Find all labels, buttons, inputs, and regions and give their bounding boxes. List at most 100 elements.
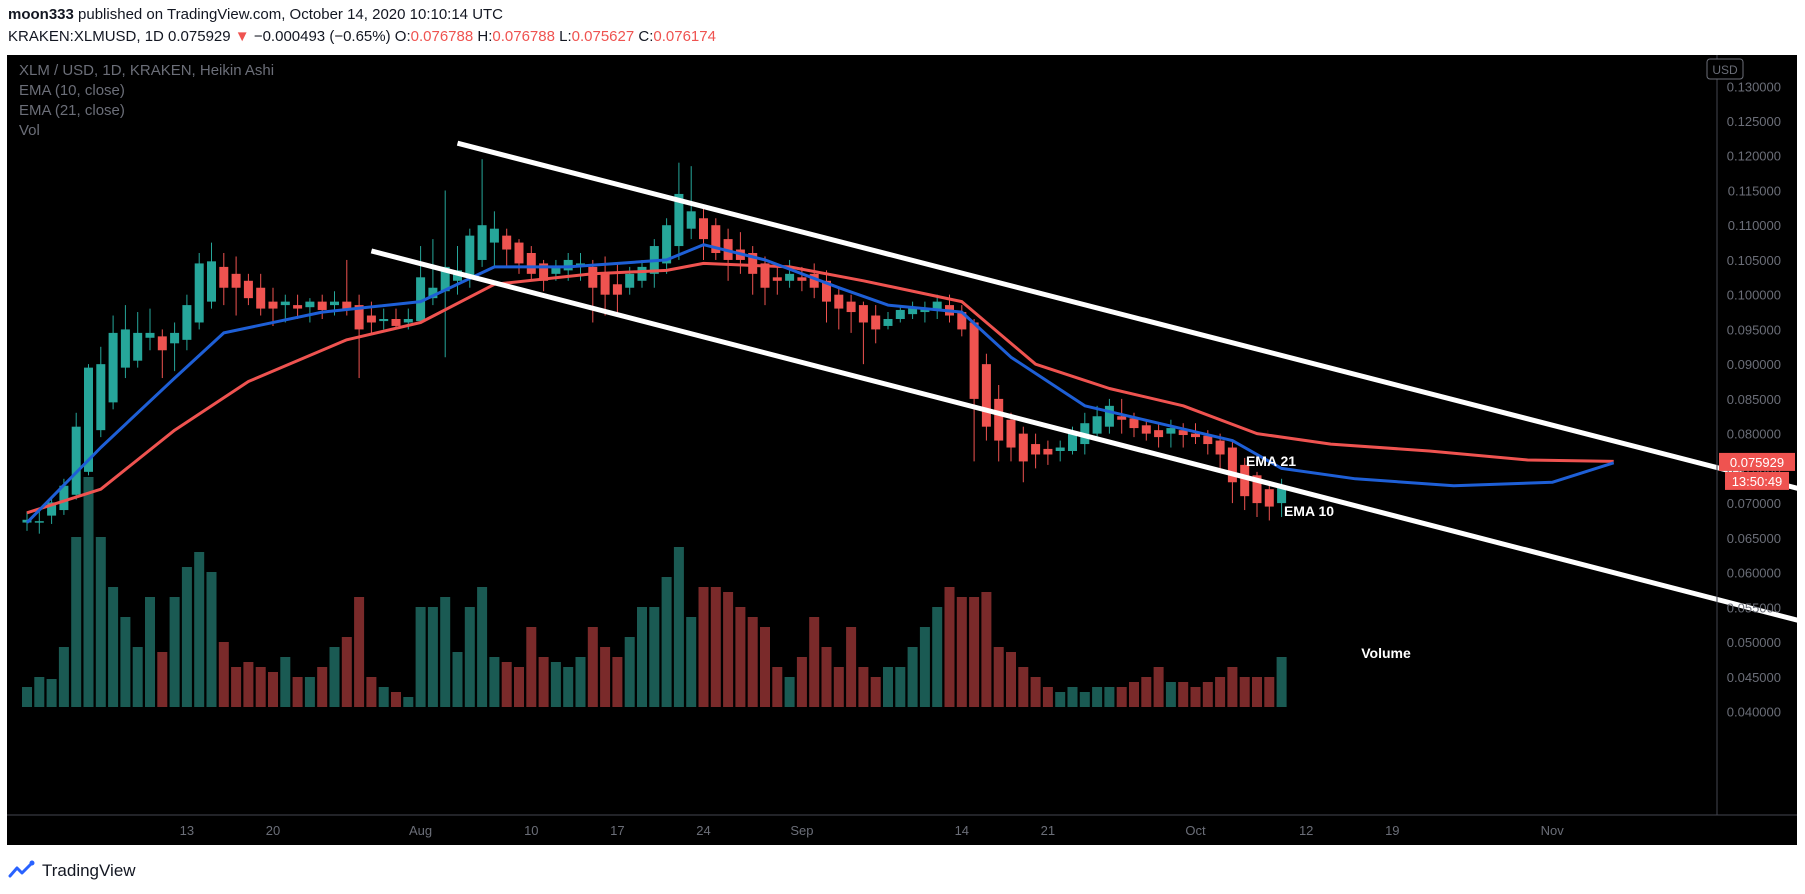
volume-bar — [796, 657, 807, 707]
volume-bar — [526, 627, 537, 707]
volume-bar — [71, 537, 82, 707]
candle-body — [489, 228, 499, 243]
candle-body — [1240, 464, 1250, 497]
candle-body — [1092, 416, 1102, 434]
volume-annotation[interactable]: Volume — [1361, 645, 1411, 661]
candle-body — [440, 266, 450, 292]
candle-body — [772, 277, 782, 281]
price-chart[interactable]: 0.130000 0.125000 0.120000 0.115000 0.110000… — [7, 55, 1805, 845]
candle-body — [1117, 416, 1127, 420]
time-scale[interactable]: 13 20 Aug 10 17 24 Sep 14 21 Oct 12 19 Nov — [180, 823, 1565, 838]
volume-bar — [1227, 667, 1238, 707]
candle-body — [207, 261, 216, 302]
candle-body — [994, 398, 1004, 441]
volume-bar — [993, 647, 1004, 707]
ema21-annotation[interactable]: EMA 21 — [1246, 453, 1296, 469]
volume-bar — [698, 587, 709, 707]
time-tick-label: 12 — [1299, 823, 1313, 838]
candle-body — [785, 273, 795, 281]
candle-body — [133, 332, 143, 361]
close-label: C: — [638, 28, 654, 45]
candle-body — [514, 242, 524, 264]
legend-ema10[interactable]: EMA (10, close) — [19, 82, 125, 99]
volume-bar — [489, 657, 500, 707]
candle-body — [366, 315, 376, 323]
volume-bar — [206, 572, 217, 707]
legend-title[interactable]: XLM / USD, 1D, KRAKEN, Heikin Ashi — [19, 62, 274, 79]
chart-area[interactable]: 0.130000 0.125000 0.120000 0.115000 0.110000… — [7, 55, 1805, 845]
candle-body — [182, 305, 192, 340]
chart-annotations[interactable]: EMA 21 EMA 10 Volume — [1246, 453, 1411, 661]
volume-bar — [969, 597, 980, 707]
price-tick-label: 0.120000 — [1727, 149, 1781, 164]
countdown-tag-bg — [1725, 471, 1789, 490]
candle-body — [477, 225, 487, 260]
candle-body — [157, 336, 167, 351]
candle-body — [920, 308, 930, 313]
candle-body — [1166, 428, 1176, 434]
trendlines[interactable] — [370, 140, 1805, 627]
time-tick-label: 21 — [1041, 823, 1055, 838]
candle-body — [108, 332, 118, 403]
volume-bar — [1055, 692, 1066, 707]
candle-body — [219, 266, 229, 288]
price-tick-label: 0.055000 — [1727, 600, 1781, 615]
candle-body — [674, 193, 684, 247]
volume-bar — [1202, 682, 1213, 707]
author-name[interactable]: moon333 — [8, 6, 74, 23]
currency-badge[interactable]: USD — [1706, 58, 1744, 80]
volume-bar — [600, 647, 611, 707]
volume-bar — [907, 647, 918, 707]
candle-body — [342, 301, 352, 309]
candle-body — [1043, 448, 1053, 455]
ohlc-line: KRAKEN:XLMUSD, 1D 0.075929 ▼ −0.000493 (… — [8, 28, 716, 45]
candle-body — [1277, 485, 1287, 504]
volume-bar — [464, 607, 475, 707]
volume-bar — [1104, 687, 1115, 707]
change-value: −0.000493 (−0.65%) — [253, 28, 391, 45]
price-tick-label: 0.105000 — [1727, 253, 1781, 268]
time-tick-label: 24 — [696, 823, 710, 838]
candle-body — [895, 309, 905, 319]
volume-bar — [34, 677, 45, 707]
volume-bar — [132, 647, 143, 707]
high-label: H: — [477, 28, 493, 45]
candle-body — [354, 305, 364, 330]
volume-bar — [1018, 667, 1029, 707]
time-tick-label: 19 — [1385, 823, 1399, 838]
change-arrow-icon: ▼ — [234, 28, 250, 45]
price-tick-label: 0.115000 — [1728, 183, 1781, 198]
currency-badge-frame — [1706, 58, 1744, 80]
time-tick-label: 17 — [610, 823, 624, 838]
ema10-annotation[interactable]: EMA 10 — [1284, 503, 1334, 519]
chart-legend: XLM / USD, 1D, KRAKEN, Heikin Ashi EMA (… — [19, 62, 274, 139]
price-tick-label: 0.095000 — [1727, 322, 1781, 337]
tradingview-branding[interactable]: TradingView — [8, 858, 136, 884]
volume-bar — [1153, 667, 1164, 707]
low-value: 0.075627 — [571, 28, 635, 45]
volume-bar — [686, 617, 697, 707]
candle-body — [908, 307, 918, 315]
price-tick-label: 0.090000 — [1727, 357, 1781, 372]
volume-bar — [563, 667, 574, 707]
volume-bar — [120, 617, 131, 707]
legend-ema21[interactable]: EMA (21, close) — [19, 102, 125, 119]
candle-body — [1154, 430, 1164, 438]
volume-bar — [723, 592, 734, 707]
volume-bar — [981, 592, 992, 707]
last-price-tag-label: 0.075929 — [1730, 455, 1784, 470]
volume-bar — [846, 627, 857, 707]
candle-body — [231, 273, 241, 288]
volume-bar — [501, 662, 512, 707]
volume-bar — [477, 587, 488, 707]
candle-body — [637, 266, 647, 281]
volume-bar — [366, 677, 377, 707]
legend-vol[interactable]: Vol — [19, 122, 40, 139]
time-tick-label: 14 — [955, 823, 969, 838]
volume-bar — [157, 652, 168, 707]
candle-body — [379, 319, 389, 322]
volume-bar — [538, 657, 549, 707]
volume-bar — [1092, 687, 1103, 707]
volume-bar — [145, 597, 155, 707]
candle-body — [416, 277, 426, 322]
